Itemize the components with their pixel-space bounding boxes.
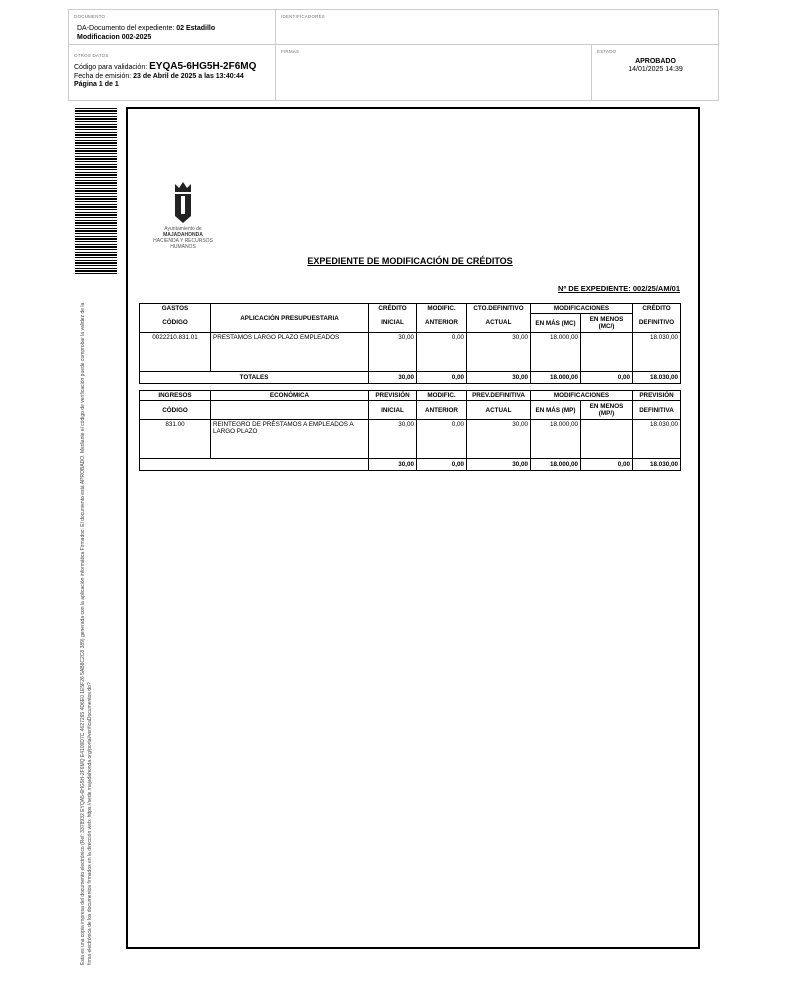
header-prevision: PREVISIÓN: [368, 390, 417, 401]
header-definitivo: DEFINITIVO: [632, 313, 681, 333]
cell-en-menos: [580, 419, 633, 459]
header-modificaciones: MODIFICACIONES: [530, 390, 633, 401]
ingresos-table: INGRESOS ECONÓMICA PREVISIÓN MODIFIC. PR…: [139, 390, 681, 471]
header-inicial: INICIAL: [368, 313, 417, 333]
header-codigo: CÓDIGO: [139, 400, 211, 420]
header-gastos: GASTOS: [139, 303, 211, 314]
header-definitiva: DEFINITIVA: [632, 400, 681, 420]
header-codigo: CÓDIGO: [139, 313, 211, 333]
header-cto-definitivo: CTO.DEFINITIVO: [466, 303, 531, 314]
table-row: 831.00 REINTEGRO DE PRÉSTAMOS A EMPLEADO…: [139, 419, 681, 459]
header-economica: ECONÓMICA: [210, 390, 369, 401]
cell-anterior: 0,00: [416, 419, 467, 459]
gastos-table: GASTOS APLICACIÓN PRESUPUESTARIA CRÉDITO…: [139, 303, 681, 384]
logo-line4: HUMANOS: [170, 244, 196, 250]
firmas-label: FIRMAS: [281, 49, 300, 54]
cell-inicial: 30,00: [368, 332, 417, 372]
header-credito-def: CRÉDITO: [632, 303, 681, 314]
totals-row: TOTALES 30,00 0,00 30,00 18.000,00 0,00 …: [139, 371, 681, 384]
identificadores-label: IDENTIFICADORES: [281, 14, 326, 19]
fecha-label: Fecha de emisión:: [74, 72, 132, 80]
otros-datos-cell: OTROS DATOS Código para validación: EYQA…: [69, 45, 276, 101]
total-en-menos: 0,00: [580, 458, 633, 471]
total-definitiva: 18.030,00: [632, 458, 681, 471]
cell-inicial: 30,00: [368, 419, 417, 459]
total-definitivo: 18.030,00: [632, 371, 681, 384]
documento-value: DA-Documento del expediente: 02 Estadill…: [77, 24, 215, 42]
header-modific: MODIFIC.: [416, 303, 467, 314]
table-row: 0022210.831.01 PRESTAMOS LARGO PLAZO EMP…: [139, 332, 681, 372]
logo-line2: MAJADAHONDA: [163, 232, 203, 238]
header-prev-definitiva: PREV.DEFINITIVA: [466, 390, 531, 401]
documento-label: DOCUMENTO: [74, 14, 106, 19]
codigo-label: Código para validación:: [74, 64, 148, 71]
majadahonda-logo: Ayuntamiento de MAJADAHONDA HACIENDA Y R…: [140, 180, 226, 258]
documento-text: DA-Documento del expediente:: [77, 25, 175, 32]
header-en-menos: EN MENOS (MP/): [580, 400, 633, 420]
logo-line1: Ayuntamiento de: [164, 226, 202, 232]
total-anterior: 0,00: [416, 458, 467, 471]
coat-of-arms-icon: [175, 182, 191, 223]
page-title: EXPEDIENTE DE MODIFICACIÓN DE CRÉDITOS: [307, 256, 513, 266]
header-en-mas: EN MÁS (MP): [530, 400, 581, 420]
validation-code: EYQA5-6HG5H-2F6MQ: [149, 61, 257, 72]
total-anterior: 0,00: [416, 371, 467, 384]
total-actual: 30,00: [466, 458, 531, 471]
header-actual: ACTUAL: [466, 400, 531, 420]
header-modificaciones: MODIFICACIONES: [530, 303, 633, 314]
logo-line3: HACIENDA Y RECURSOS: [153, 238, 213, 244]
totales-label: TOTALES: [139, 371, 369, 384]
header-aplicacion: APLICACIÓN PRESUPUESTARIA: [210, 303, 369, 333]
document-header: DOCUMENTO DA-Documento del expediente: 0…: [68, 9, 719, 101]
cell-en-menos: [580, 332, 633, 372]
header-inicial: INICIAL: [368, 400, 417, 420]
barcode: [75, 108, 117, 276]
cell-economica: REINTEGRO DE PRÉSTAMOS A EMPLEADOS A LAR…: [210, 419, 369, 459]
header-anterior: ANTERIOR: [416, 400, 467, 420]
total-inicial: 30,00: [368, 458, 417, 471]
estado-label: ESTADO: [597, 49, 617, 54]
estado-cell: ESTADO APROBADO 14/01/2025 14:39: [592, 45, 719, 101]
cell-definitiva: 18.030,00: [632, 419, 681, 459]
estado-value: APROBADO: [635, 58, 676, 65]
page-frame: [126, 107, 700, 949]
fecha-emision: 23 de Abril de 2025 a las 13:40:44: [133, 72, 244, 80]
otros-label: OTROS DATOS: [74, 53, 109, 58]
cell-en-mas: 18.000,00: [530, 419, 581, 459]
header-en-mas: EN MÁS (MC): [530, 313, 581, 333]
header-ingresos: INGRESOS: [139, 390, 211, 401]
documento-cell: DOCUMENTO DA-Documento del expediente: 0…: [69, 10, 276, 45]
documento-line2: Modificacion 002-2025: [77, 34, 152, 41]
pagina: Página 1 de 1: [74, 81, 119, 88]
total-inicial: 30,00: [368, 371, 417, 384]
total-en-mas: 18.000,00: [530, 458, 581, 471]
header-credito: CRÉDITO: [368, 303, 417, 314]
cell-codigo: 831.00: [139, 419, 211, 459]
expediente-number: Nº DE EXPEDIENTE: 002/25/AM/01: [558, 284, 680, 293]
cell-aplicacion: PRESTAMOS LARGO PLAZO EMPLEADOS: [210, 332, 369, 372]
header-actual: ACTUAL: [466, 313, 531, 333]
documento-bold: 02 Estadillo: [176, 25, 216, 32]
totals-row: 30,00 0,00 30,00 18.000,00 0,00 18.030,0…: [139, 458, 681, 471]
cell-actual: 30,00: [466, 419, 531, 459]
cell-en-mas: 18.000,00: [530, 332, 581, 372]
total-en-mas: 18.000,00: [530, 371, 581, 384]
cell-actual: 30,00: [466, 332, 531, 372]
cell-anterior: 0,00: [416, 332, 467, 372]
header-modific: MODIFIC.: [416, 390, 467, 401]
header-anterior: ANTERIOR: [416, 313, 467, 333]
header-prevision-def: PREVISIÓN: [632, 390, 681, 401]
identificadores-cell: IDENTIFICADORES: [276, 10, 719, 45]
firmas-cell: FIRMAS: [276, 45, 592, 101]
totals-empty: [139, 458, 369, 471]
cell-definitivo: 18.030,00: [632, 332, 681, 372]
header-en-menos: EN MENOS (MC/): [580, 313, 633, 333]
estado-fecha: 14/01/2025 14:39: [628, 66, 683, 73]
verification-side-text: Esta es una copia impresa del documento …: [80, 302, 93, 965]
total-en-menos: 0,00: [580, 371, 633, 384]
total-actual: 30,00: [466, 371, 531, 384]
cell-codigo: 0022210.831.01: [139, 332, 211, 372]
header-empty: [210, 400, 369, 420]
